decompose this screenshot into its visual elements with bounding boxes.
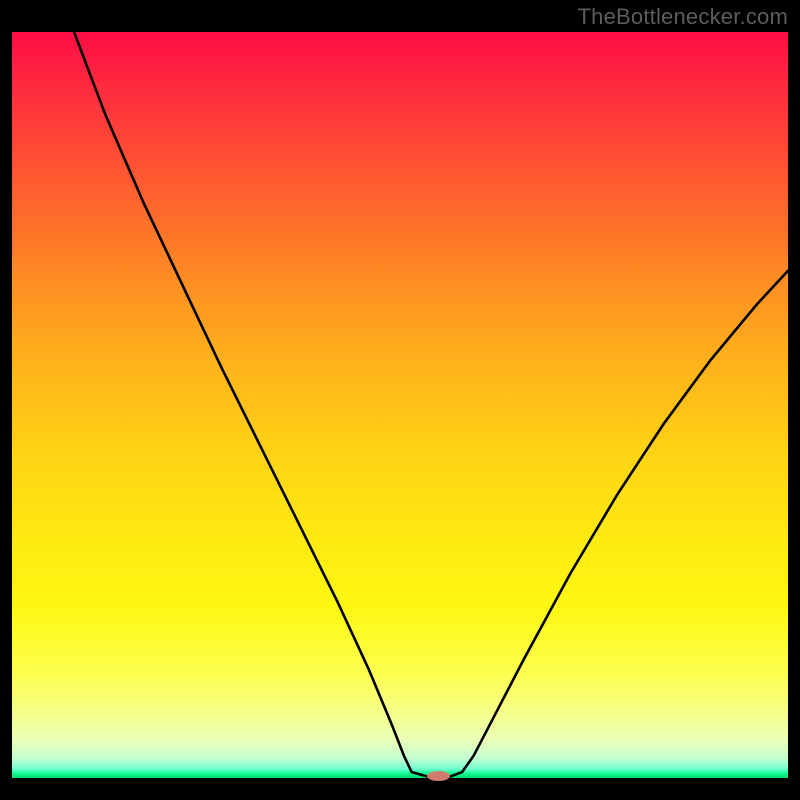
watermark-text: TheBottlenecker.com: [578, 4, 788, 30]
bottleneck-chart: TheBottlenecker.com: [0, 0, 800, 800]
curve-path: [74, 32, 788, 777]
optimal-point-marker: [427, 771, 450, 781]
bottleneck-curve: [12, 32, 788, 778]
